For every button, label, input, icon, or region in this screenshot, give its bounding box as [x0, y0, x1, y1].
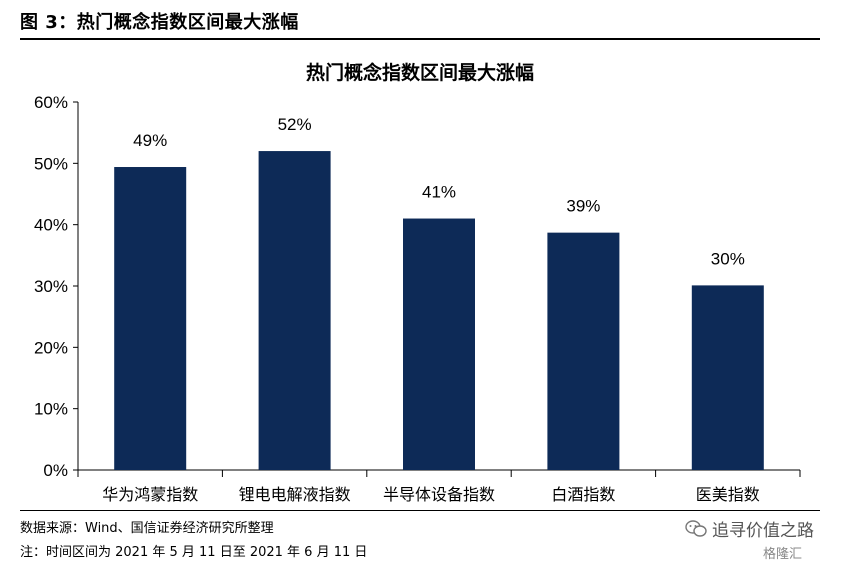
bar-value-label: 52% — [278, 115, 312, 134]
chart-title: 热门概念指数区间最大涨幅 — [306, 61, 534, 84]
x-tick-label: 锂电电解液指数 — [239, 485, 351, 504]
watermark-text: 追寻价值之路 — [712, 521, 814, 541]
bar — [258, 151, 331, 471]
bar-chart: 热门概念指数区间最大涨幅 0% 10% 20% 30% 40% 50% 60% 华为鸿蒙指数… — [34, 61, 801, 504]
y-tick-label: 50% — [34, 154, 68, 173]
bar — [403, 218, 475, 470]
source-note: 数据来源：Wind、国信证券经济研究所整理 — [20, 521, 274, 536]
bottom-rule — [20, 510, 820, 511]
y-axis: 0% 10% 20% 30% 40% 50% 60% — [34, 93, 79, 480]
bar — [691, 285, 764, 470]
bar-value-label: 39% — [566, 197, 600, 216]
x-axis: 华为鸿蒙指数 锂电电解液指数 半导体设备指数 白酒指数 医美指数 — [77, 469, 801, 504]
x-tick-label: 半导体设备指数 — [383, 485, 495, 504]
y-tick-label: 60% — [34, 93, 68, 112]
top-rule — [20, 38, 820, 40]
watermark-logo-text: 格隆汇 — [762, 547, 802, 562]
bar-value-label: 49% — [133, 131, 167, 150]
wechat-icon — [685, 519, 707, 537]
watermark: 追寻价值之路 — [685, 516, 814, 541]
x-tick-label: 华为鸿蒙指数 — [102, 485, 198, 504]
bars: 49% 52% 41% 39% 30% — [114, 115, 764, 471]
figure-title: 图 3：热门概念指数区间最大涨幅 — [20, 12, 299, 33]
y-tick-label: 10% — [34, 400, 68, 419]
y-tick-label: 0% — [43, 461, 68, 480]
date-note: 注：时间区间为 2021 年 5 月 11 日至 2021 年 6 月 11 日 — [20, 545, 368, 560]
y-tick-label: 20% — [34, 338, 68, 357]
x-tick-label: 医美指数 — [696, 485, 760, 504]
bar-value-label: 30% — [711, 249, 745, 268]
bar — [547, 232, 620, 470]
y-tick-label: 30% — [34, 277, 68, 296]
bar — [114, 167, 187, 470]
x-tick-label: 白酒指数 — [551, 485, 615, 504]
bar-value-label: 41% — [422, 183, 456, 202]
y-tick-label: 40% — [34, 216, 68, 235]
